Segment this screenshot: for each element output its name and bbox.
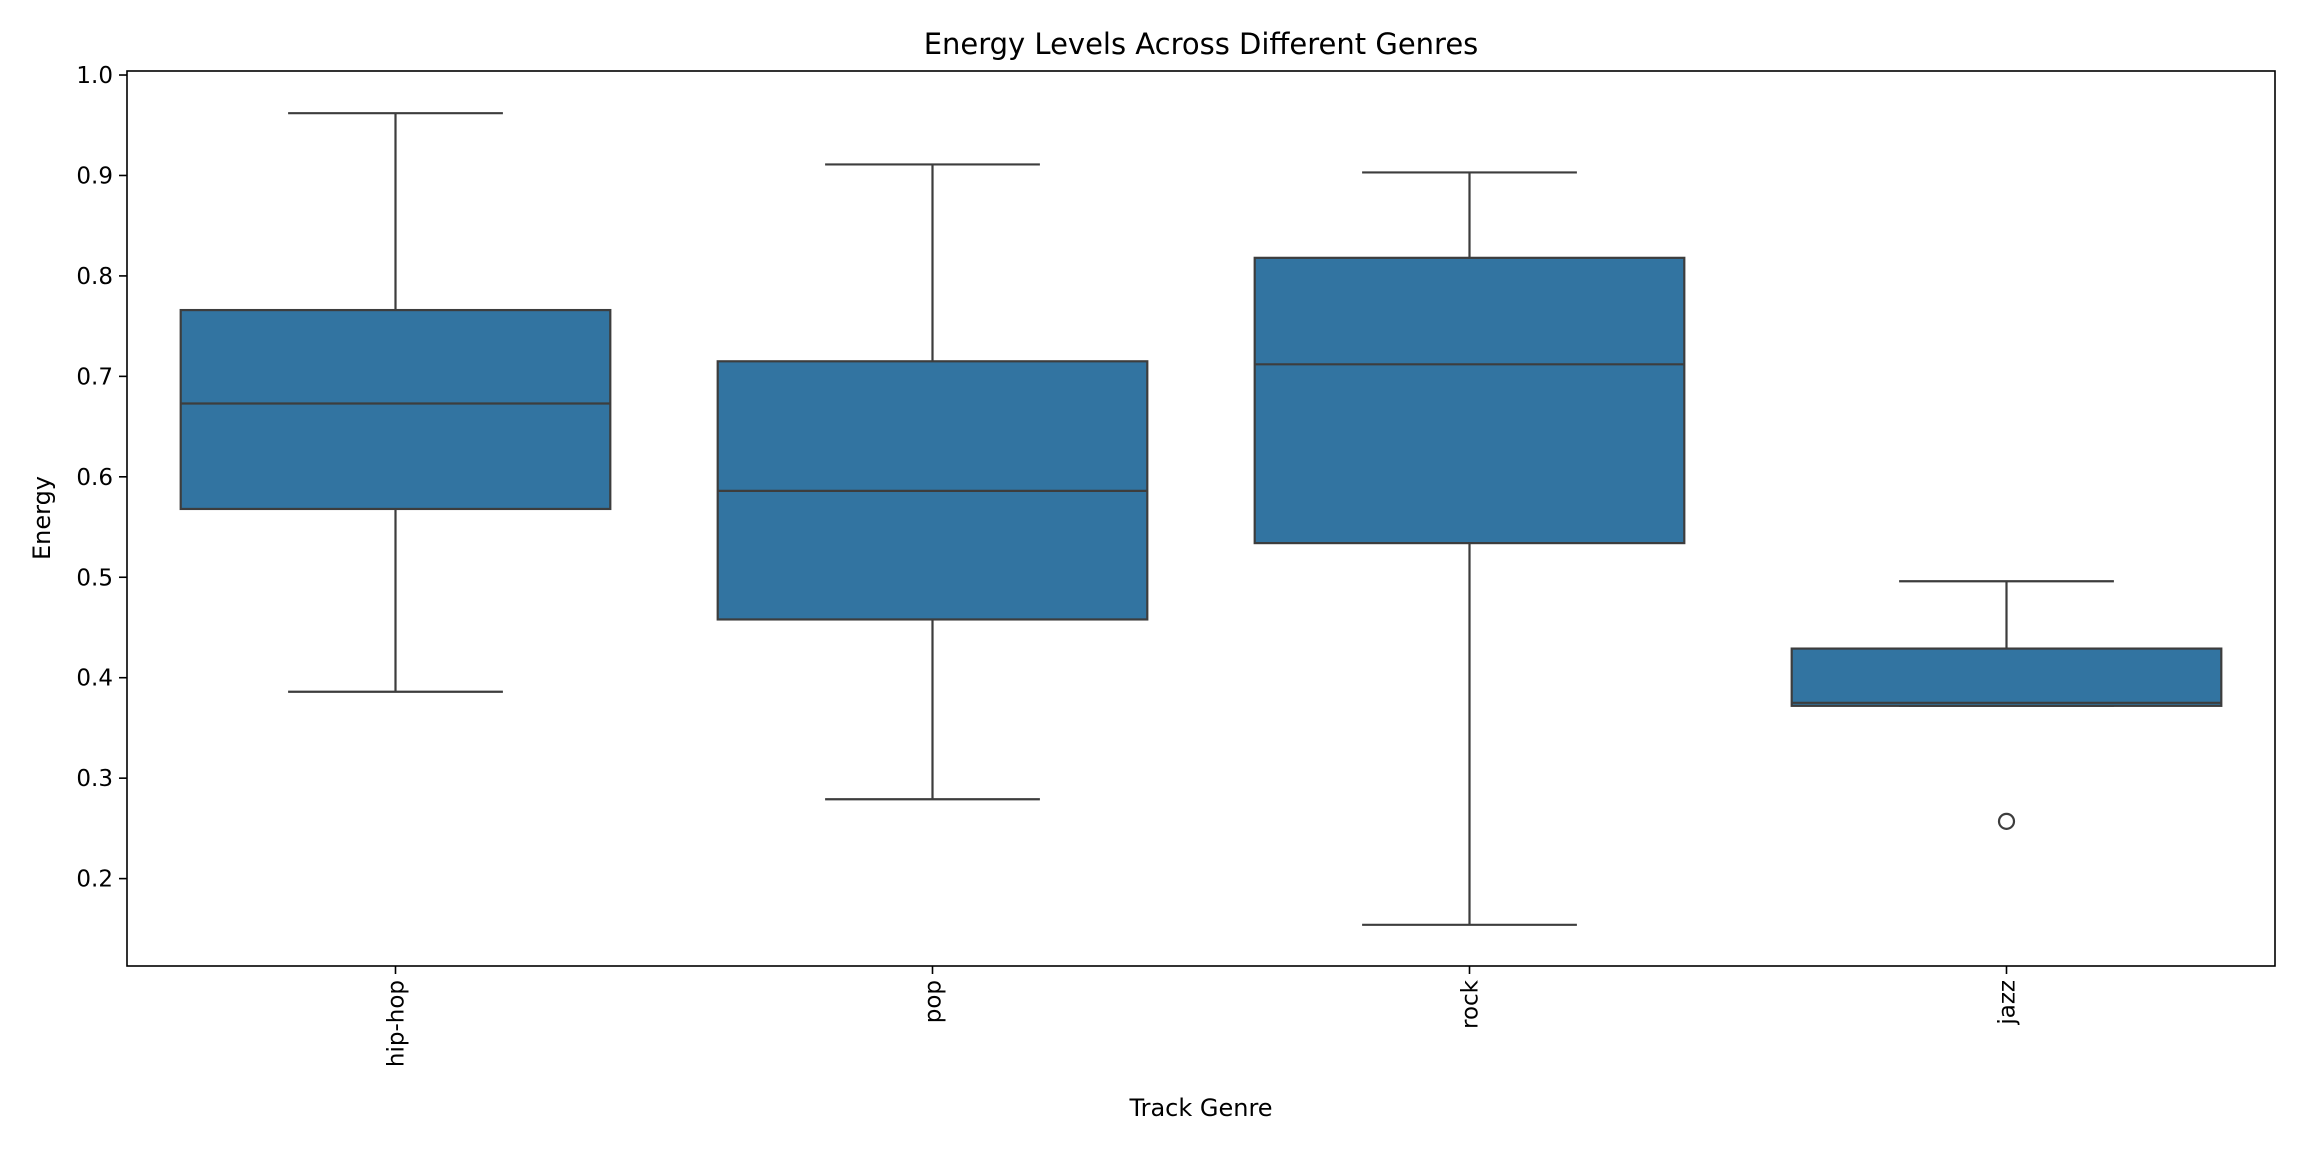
iqr-box xyxy=(179,308,612,511)
y-tick-label: 0.8 xyxy=(76,264,113,290)
x-axis: hip-hop pop rock jazz xyxy=(384,966,2021,1067)
y-tick-label: 0.2 xyxy=(76,867,113,893)
x-tick-label-pop: pop xyxy=(921,980,947,1023)
y-tick-label: 0.5 xyxy=(76,565,113,591)
y-tick-label: 0.6 xyxy=(76,465,113,491)
x-tick-label-rock: rock xyxy=(1458,979,1484,1029)
plot-frame xyxy=(126,70,2276,967)
y-tick-label: 1.0 xyxy=(76,63,113,89)
x-tick-label-hip-hop: hip-hop xyxy=(384,980,410,1067)
y-axis: 0.2 0.3 0.4 0.5 0.6 0.7 0.8 0.9 1.0 xyxy=(76,63,127,893)
y-tick-label: 0.7 xyxy=(76,364,113,390)
chart-title: Energy Levels Across Different Genres xyxy=(924,27,1479,61)
iqr-box xyxy=(1253,256,1686,545)
plot-area xyxy=(179,112,2223,926)
x-axis-label: Track Genre xyxy=(1128,1094,1272,1122)
y-axis-label: Energy xyxy=(28,476,56,560)
box-pop xyxy=(716,163,1149,801)
iqr-box xyxy=(1790,647,2223,707)
y-tick-label: 0.9 xyxy=(76,163,113,189)
outlier-point xyxy=(1997,812,2016,830)
x-tick-label-jazz: jazz xyxy=(1995,980,2021,1026)
box-jazz xyxy=(1790,580,2223,830)
box-hip-hop xyxy=(179,112,612,693)
box-rock xyxy=(1253,171,1686,926)
y-tick-label: 0.3 xyxy=(76,766,113,792)
y-tick-label: 0.4 xyxy=(76,666,113,692)
